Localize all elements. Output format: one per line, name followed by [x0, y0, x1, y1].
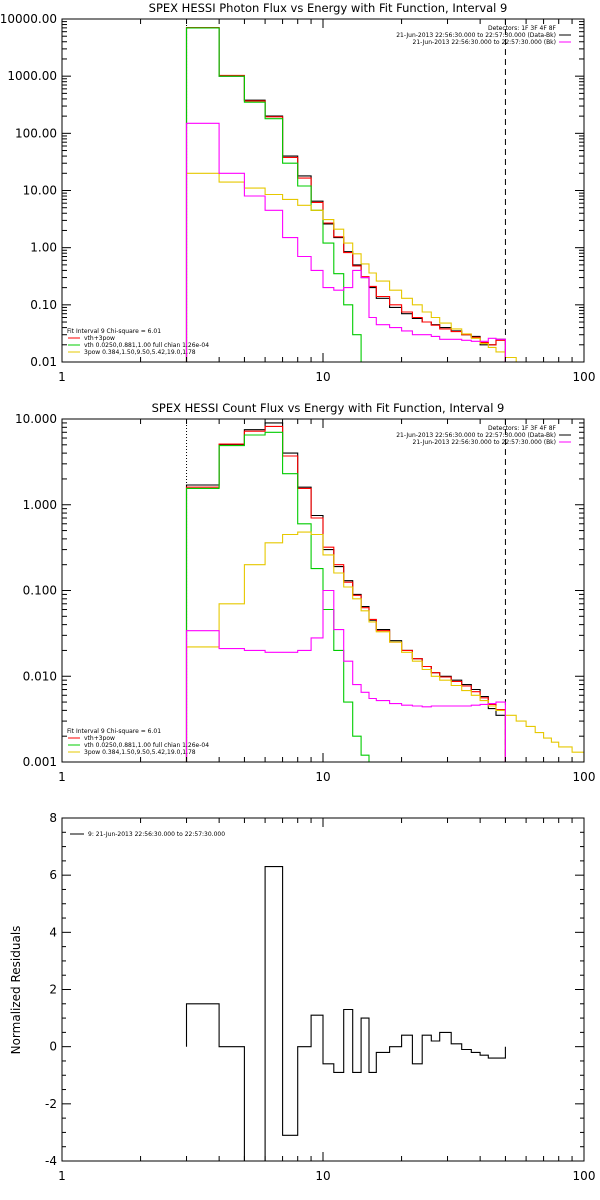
y-tick-label: 4: [49, 925, 57, 939]
count-flux-panel: SPEX HESSI Count Flux vs Energy with Fit…: [15, 401, 595, 784]
x-tick-label: 100: [573, 770, 596, 784]
y-tick-label: 0.01: [30, 355, 57, 369]
legend-entry: vth+3pow: [84, 735, 115, 742]
legend-entry: vth+3pow: [84, 335, 115, 342]
y-tick-label: 100.00: [15, 126, 57, 140]
y-tick-label: 1.000: [23, 498, 57, 512]
y-tick-label: 10.00: [23, 184, 57, 198]
plot-frame: [61, 817, 585, 1162]
y-tick-label: 0: [49, 1040, 57, 1054]
legend-entry: 21-Jun-2013 22:56:30.000 to 22:57:30.000…: [413, 39, 556, 46]
x-tick-label: 10: [315, 370, 330, 384]
y-tick-label: 2: [49, 983, 57, 997]
legend-entry: Fit Interval 9 Chi-square = 6.01: [67, 328, 161, 335]
y-tick-label: 6: [49, 868, 57, 882]
legend-entry: Fit Interval 9 Chi-square = 6.01: [67, 728, 161, 735]
legend-entry: vth 0.0250,0.881,1.00 full chian 1.26e-0…: [84, 742, 209, 749]
series-vth: [185, 431, 377, 762]
y-tick-label: 0.001: [23, 755, 57, 769]
y-tick-label: 10000.00: [0, 12, 57, 26]
x-tick-label: 100: [573, 370, 596, 384]
y-tick-label: 0.010: [23, 669, 57, 683]
x-tick-label: 1: [58, 770, 66, 784]
y-tick-label: 10.000: [15, 412, 57, 426]
series-data-bk: [185, 27, 506, 362]
series-vth-3pow: [185, 26, 506, 362]
y-tick-label: -4: [45, 1154, 57, 1168]
series-3pow: [185, 172, 536, 362]
series-bk: [185, 122, 506, 362]
x-tick-label: 10: [315, 1169, 330, 1183]
series-9-21-jun-2013-22-56-30-000-to-22-57-30-000: [185, 866, 506, 1161]
x-tick-label: 1: [58, 1169, 66, 1183]
legend-entry: 9: 21-Jun-2013 22:56:30.000 to 22:57:30.…: [88, 831, 225, 838]
series-vth: [185, 27, 369, 362]
y-tick-label: 0.100: [23, 584, 57, 598]
chart-title: SPEX HESSI Count Flux vs Energy with Fit…: [152, 401, 505, 415]
series-3pow: [185, 531, 584, 762]
legend-entry: Detectors: 1F 3F 4F 8F: [488, 25, 557, 32]
residuals-panel: 1 10 100 -4 -2 0 2 4 6 8 9: 21-Jun-2013 22:56:30.…: [9, 811, 595, 1183]
legend-entry: 3pow 0.384,1.50,9.50,5.42,19.0,1.78: [84, 749, 196, 756]
legend-entry: Detectors: 1F 3F 4F 8F: [488, 425, 557, 432]
x-tick-label: 100: [573, 1169, 596, 1183]
photon-flux-panel: SPEX HESSI Photon Flux vs Energy with Fi…: [0, 1, 595, 384]
legend-entry: 21-Jun-2013 22:56:30.000 to 22:57:30.000…: [413, 439, 556, 446]
y-tick-label: 8: [49, 811, 57, 825]
x-tick-label: 10: [315, 770, 330, 784]
y-tick-label: 1.00: [30, 241, 57, 255]
y-tick-label: -2: [45, 1097, 57, 1111]
legend-entry: 3pow 0.384,1.50,9.50,5.42,19.0,1.78: [84, 349, 196, 356]
y-tick-label: 1000.00: [7, 69, 57, 83]
series-vth-3pow: [185, 425, 506, 762]
y-axis-label: Normalized Residuals: [9, 926, 23, 1055]
legend-entry: 21-Jun-2013 22:56:30.000 to 22:57:30.000…: [396, 32, 556, 39]
legend-entry: 21-Jun-2013 22:56:30.000 to 22:57:30.000…: [396, 432, 556, 439]
x-tick-label: 1: [58, 370, 66, 384]
y-tick-label: 0.10: [30, 298, 57, 312]
series-bk: [185, 589, 506, 762]
legend-entry: vth 0.0250,0.881,1.00 full chian 1.26e-0…: [84, 342, 209, 349]
series-data-bk: [185, 422, 506, 762]
chart-title: SPEX HESSI Photon Flux vs Energy with Fi…: [149, 1, 508, 15]
